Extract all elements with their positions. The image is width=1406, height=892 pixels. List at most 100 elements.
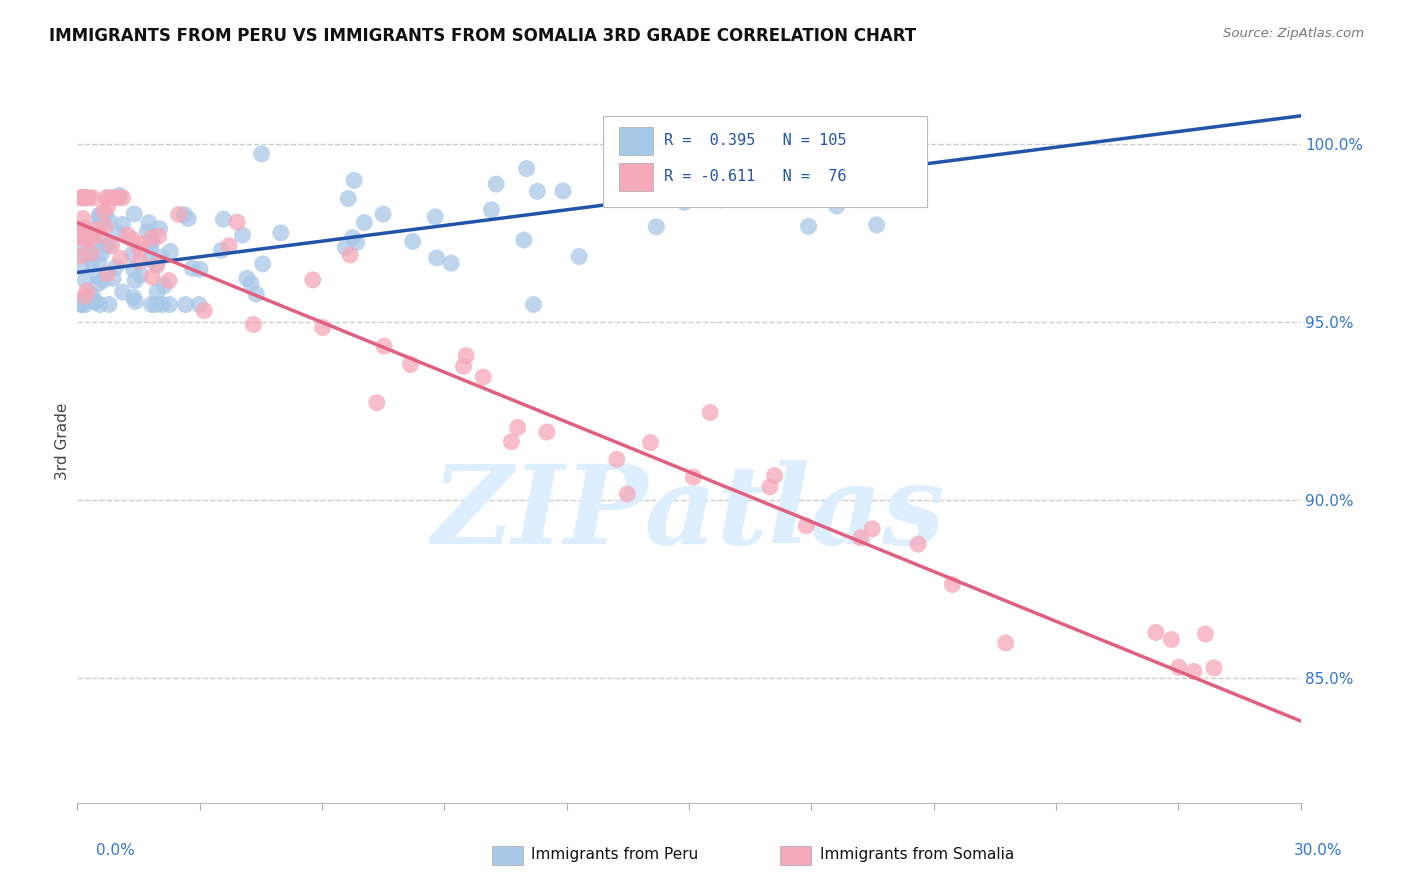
Point [640,435,662,450]
Point [399,358,422,372]
Text: Immigrants from Peru: Immigrants from Peru [531,847,699,862]
Point [250,147,273,161]
Point [682,470,704,484]
Point [371,207,394,221]
Point [516,161,538,176]
Point [141,270,163,285]
Point [70,294,93,309]
Point [121,247,143,261]
Point [87,277,110,291]
Point [177,211,200,226]
Point [149,250,172,264]
Point [342,230,364,244]
Point [188,262,211,277]
Point [761,153,783,168]
Point [312,320,335,334]
Point [80,293,103,307]
Point [645,219,668,234]
Point [536,425,558,439]
Point [75,273,97,287]
Point [425,210,447,224]
Point [145,259,167,273]
Point [181,261,204,276]
Point [75,248,97,262]
Point [124,294,146,309]
Point [98,214,121,228]
Point [551,184,574,198]
Point [501,434,523,449]
Point [994,636,1017,650]
Point [108,188,131,202]
Point [122,207,145,221]
Point [80,231,103,245]
Point [212,212,235,227]
Point [456,349,478,363]
Point [96,267,118,281]
Point [513,233,536,247]
Point [141,297,163,311]
Point [89,210,111,224]
Point [75,232,97,246]
Point [526,185,548,199]
Point [108,191,131,205]
Point [111,218,134,232]
Point [77,191,100,205]
Point [242,318,264,332]
Point [339,248,361,262]
Point [150,297,173,311]
Point [766,187,789,202]
Point [89,208,111,222]
Point [82,233,104,247]
Text: R =  0.395   N = 105: R = 0.395 N = 105 [665,133,846,148]
Point [72,191,94,205]
Point [70,231,93,245]
FancyBboxPatch shape [603,117,928,207]
Point [94,207,117,221]
Point [1160,632,1182,647]
Point [153,278,176,293]
Point [1144,625,1167,640]
Point [128,242,150,256]
Point [426,251,449,265]
Point [145,297,167,311]
Point [129,268,152,282]
Point [70,191,93,205]
Point [270,226,292,240]
Text: Source: ZipAtlas.com: Source: ZipAtlas.com [1223,27,1364,40]
Point [472,370,495,384]
Point [72,211,94,226]
Point [1167,660,1189,674]
Point [337,191,360,205]
Point [89,256,111,270]
Point [75,191,97,205]
Point [174,297,197,311]
Point [794,518,817,533]
Point [72,227,94,241]
Point [139,252,162,267]
Point [252,257,274,271]
Point [860,522,883,536]
Point [797,219,820,234]
Point [159,244,181,259]
FancyBboxPatch shape [619,128,654,154]
Point [94,219,117,233]
Point [111,191,134,205]
Point [70,297,93,311]
Point [124,273,146,287]
Point [141,231,163,245]
Point [101,191,124,205]
Point [80,246,103,260]
Point [735,121,758,136]
Point [122,262,145,277]
Point [129,236,152,251]
Text: 30.0%: 30.0% [1295,843,1343,858]
Point [122,290,145,304]
Point [1202,661,1225,675]
Point [87,269,110,284]
Point [117,227,139,242]
Point [101,239,124,253]
Point [485,177,508,191]
Point [83,294,105,309]
Point [101,271,124,285]
Point [141,235,163,249]
